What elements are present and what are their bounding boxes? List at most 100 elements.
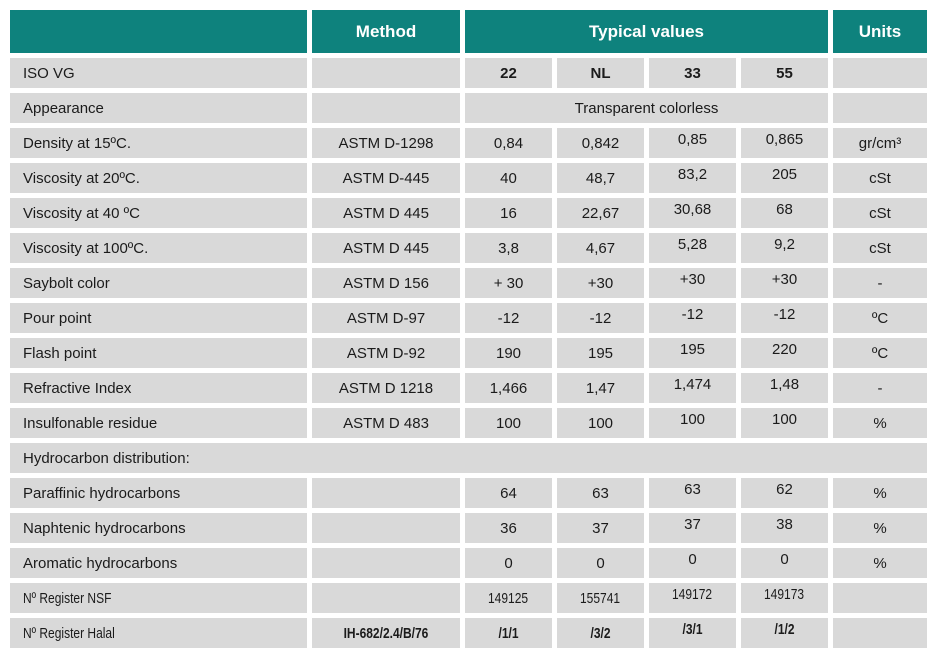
value-merged-appearance: Transparent colorless [465, 93, 828, 123]
value-pour-point-col2: -12 [649, 303, 736, 333]
value-viscosity-20c-col3-text: 205 [771, 165, 798, 183]
value-refractive-index-col3: 1,48 [741, 373, 828, 403]
method-appearance [312, 93, 460, 123]
header-typical-values-label: Typical values [589, 22, 704, 41]
value-naphtenic-hydrocarbons-col2-text: 37 [684, 515, 701, 533]
property-label-viscosity-20c-text: Viscosity at 20ºC. [23, 169, 140, 187]
units-aromatic-hydrocarbons-text: % [873, 554, 887, 572]
units-refractive-index: - [833, 373, 927, 403]
units-flash-point-text: ºC [871, 344, 889, 362]
value-viscosity-100c-col0-text: 3,8 [498, 239, 519, 257]
table-row-pour-point: Pour point ASTM D-97 -12 -12 -12 -12 ºC [10, 303, 927, 333]
units-viscosity-100c-text: cSt [869, 239, 891, 257]
header-method-label: Method [355, 22, 417, 41]
header-units-cell: Units [833, 10, 927, 53]
value-aromatic-hydrocarbons-col1: 0 [557, 548, 644, 578]
value-insulfonable-residue-col0: 100 [465, 408, 552, 438]
value-paraffinic-hydrocarbons-col3-text: 62 [776, 480, 793, 498]
method-viscosity-20c: ASTM D-445 [312, 163, 460, 193]
value-density-15c-col3-text: 0,865 [765, 130, 804, 148]
value-flash-point-col0-text: 190 [495, 344, 522, 362]
section-label-hydrocarbon-distribution-text: Hydrocarbon distribution: [23, 449, 190, 467]
method-naphtenic-hydrocarbons [312, 513, 460, 543]
method-flash-point-text: ASTM D-92 [346, 344, 426, 362]
value-viscosity-20c-col0: 40 [465, 163, 552, 193]
header-units-label: Units [858, 22, 902, 41]
value-insulfonable-residue-col1-text: 100 [587, 414, 614, 432]
value-iso-vg-col3: 55 [741, 58, 828, 88]
value-viscosity-40c-col2-text: 30,68 [673, 200, 712, 218]
property-label-paraffinic-hydrocarbons: Paraffinic hydrocarbons [10, 478, 307, 508]
property-label-insulfonable-residue: Insulfonable residue [10, 408, 307, 438]
value-pour-point-col1: -12 [557, 303, 644, 333]
units-aromatic-hydrocarbons: % [833, 548, 927, 578]
value-density-15c-col0: 0,84 [465, 128, 552, 158]
value-viscosity-40c-col1: 22,67 [557, 198, 644, 228]
value-register-halal-col2: /3/1 [649, 618, 736, 648]
method-density-15c: ASTM D-1298 [312, 128, 460, 158]
units-naphtenic-hydrocarbons: % [833, 513, 927, 543]
property-label-refractive-index-text: Refractive Index [23, 379, 132, 397]
value-viscosity-100c-col2: 5,28 [649, 233, 736, 263]
units-viscosity-100c: cSt [833, 233, 927, 263]
value-register-halal-col1-text: /3/2 [590, 624, 611, 642]
property-label-iso-vg: ISO VG [10, 58, 307, 88]
value-saybolt-color-col2: +30 [649, 268, 736, 298]
table-row-density-15c: Density at 15ºC. ASTM D-1298 0,84 0,842 0,85… [10, 128, 927, 158]
value-iso-vg-col0-text: 22 [500, 64, 517, 82]
value-aromatic-hydrocarbons-col3-text: 0 [780, 550, 789, 568]
property-label-flash-point-text: Flash point [23, 344, 97, 362]
method-pour-point: ASTM D-97 [312, 303, 460, 333]
value-viscosity-20c-col0-text: 40 [500, 169, 517, 187]
method-density-15c-text: ASTM D-1298 [338, 134, 434, 152]
value-naphtenic-hydrocarbons-col1: 37 [557, 513, 644, 543]
units-register-halal [833, 618, 927, 648]
value-register-halal-col1: /3/2 [557, 618, 644, 648]
table-row-viscosity-40c: Viscosity at 40 ºC ASTM D 445 16 22,67 30,68… [10, 198, 927, 228]
value-register-halal-col0-text: /1/1 [498, 624, 519, 642]
value-iso-vg-col1-text: NL [590, 64, 611, 82]
value-saybolt-color-col1: +30 [557, 268, 644, 298]
value-pour-point-col0-text: -12 [497, 309, 520, 327]
method-register-nsf [312, 583, 460, 613]
value-flash-point-col0: 190 [465, 338, 552, 368]
value-register-nsf-col2-text: 149172 [672, 585, 713, 603]
table-row-register-nsf: Nº Register NSF 149125 155741 149172 149173 [10, 583, 927, 613]
value-refractive-index-col2-text: 1,474 [673, 375, 712, 393]
value-refractive-index-col2: 1,474 [649, 373, 736, 403]
value-register-nsf-col3-text: 149173 [764, 585, 805, 603]
value-refractive-index-col0-text: 1,466 [489, 379, 528, 397]
table-row-refractive-index: Refractive Index ASTM D 1218 1,466 1,47 1,47… [10, 373, 927, 403]
value-viscosity-40c-col3: 68 [741, 198, 828, 228]
header-method-cell: Method [312, 10, 460, 53]
table-row-viscosity-100c: Viscosity at 100ºC. ASTM D 445 3,8 4,67 5,28… [10, 233, 927, 263]
table-row-aromatic-hydrocarbons: Aromatic hydrocarbons 0 0 0 0% [10, 548, 927, 578]
method-flash-point: ASTM D-92 [312, 338, 460, 368]
value-viscosity-100c-col2-text: 5,28 [677, 235, 708, 253]
value-insulfonable-residue-col3: 100 [741, 408, 828, 438]
value-naphtenic-hydrocarbons-col0-text: 36 [500, 519, 517, 537]
value-paraffinic-hydrocarbons-col1-text: 63 [592, 484, 609, 502]
value-saybolt-color-col0: + 30 [465, 268, 552, 298]
property-label-paraffinic-hydrocarbons-text: Paraffinic hydrocarbons [23, 484, 181, 502]
units-density-15c: gr/cm³ [833, 128, 927, 158]
value-viscosity-100c-col0: 3,8 [465, 233, 552, 263]
value-register-nsf-col0-text: 149125 [488, 589, 529, 607]
method-insulfonable-residue: ASTM D 483 [312, 408, 460, 438]
method-aromatic-hydrocarbons [312, 548, 460, 578]
value-viscosity-20c-col1: 48,7 [557, 163, 644, 193]
value-paraffinic-hydrocarbons-col0-text: 64 [500, 484, 517, 502]
property-label-appearance-text: Appearance [23, 99, 104, 117]
method-refractive-index-text: ASTM D 1218 [338, 379, 434, 397]
method-viscosity-100c: ASTM D 445 [312, 233, 460, 263]
value-iso-vg-col3-text: 55 [776, 64, 793, 82]
value-refractive-index-col1: 1,47 [557, 373, 644, 403]
property-label-naphtenic-hydrocarbons: Naphtenic hydrocarbons [10, 513, 307, 543]
method-viscosity-100c-text: ASTM D 445 [343, 239, 429, 257]
value-viscosity-100c-col1: 4,67 [557, 233, 644, 263]
property-label-aromatic-hydrocarbons-text: Aromatic hydrocarbons [23, 554, 178, 572]
value-refractive-index-col3-text: 1,48 [769, 375, 800, 393]
value-flash-point-col2-text: 195 [679, 340, 706, 358]
units-pour-point-text: ºC [871, 309, 889, 327]
value-paraffinic-hydrocarbons-col3: 62 [741, 478, 828, 508]
